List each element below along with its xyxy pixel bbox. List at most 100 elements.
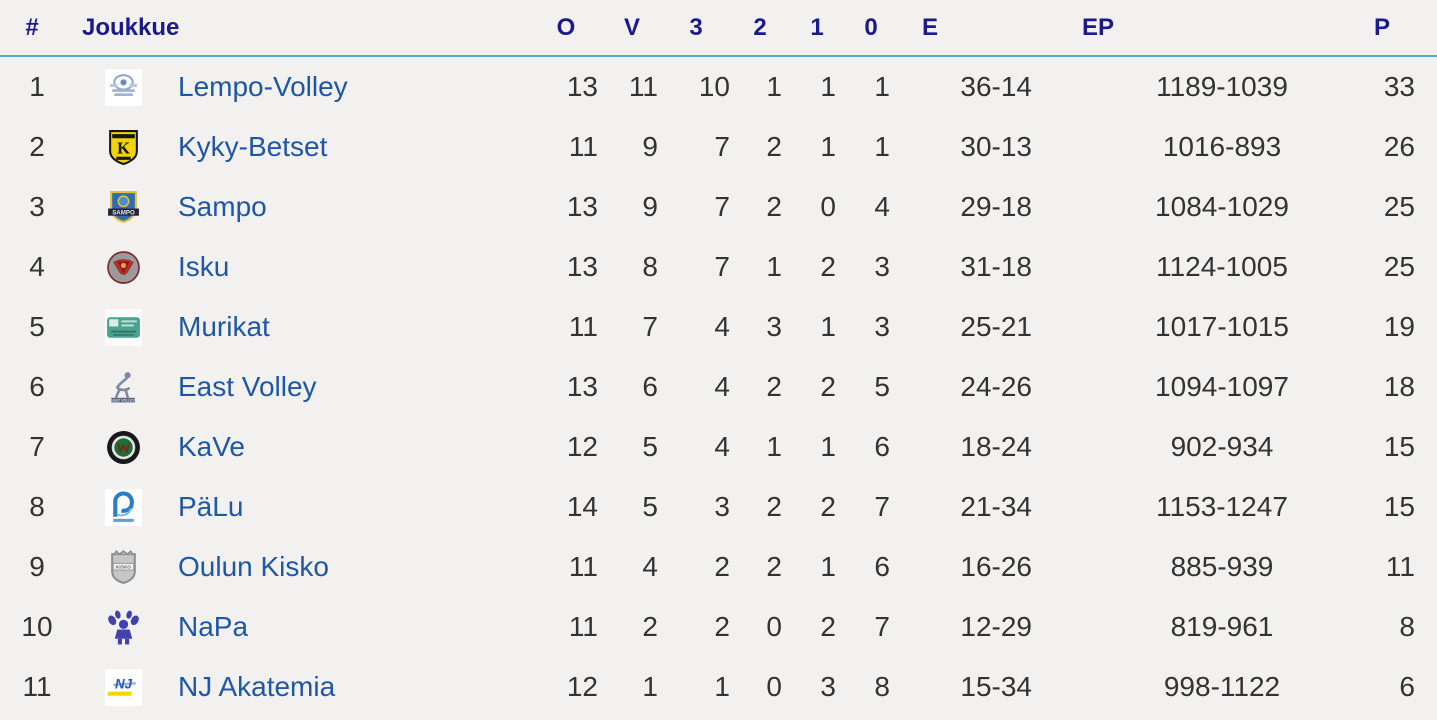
rank-cell: 1 [29,71,45,102]
kave-logo [62,429,160,466]
team-link[interactable]: NJ Akatemia [178,671,336,702]
set3-cell: 7 [714,251,730,282]
played-cell: 11 [568,311,598,342]
sets-cell: 31-18 [960,251,1032,282]
col-header-set0: 0 [864,13,878,41]
table-row: 3 SAMPO Sampo 13 9 7 2 0 4 29-18 1084-10… [0,177,1437,237]
set3-cell: 4 [714,311,730,342]
team-link[interactable]: NaPa [178,611,249,642]
col-header-team: Joukkue [82,13,180,41]
set2-cell: 1 [766,431,782,462]
team-link[interactable]: Sampo [178,191,267,222]
oulun-kisko-logo: KISKO [62,549,160,586]
played-cell: 11 [568,131,598,162]
set3-cell: 7 [714,191,730,222]
col-header-sets: E [921,13,939,41]
svg-text:EAST VOLLEY: EAST VOLLEY [111,398,135,402]
team-link[interactable]: Murikat [178,311,270,342]
col-header-rank: # [25,13,39,41]
balls-cell: 1016-893 [1162,131,1282,162]
team-name-cell: Lempo-Volley [160,71,532,103]
set1-cell: 2 [820,371,836,402]
played-cell: 14 [566,491,598,522]
set1-cell: 2 [820,491,836,522]
points-cell: 33 [1383,71,1415,102]
set2-cell: 2 [766,491,782,522]
balls-cell: 1084-1029 [1155,191,1289,222]
points-cell: 19 [1383,311,1415,342]
set0-cell: 6 [874,431,890,462]
sets-cell: 24-26 [960,371,1032,402]
balls-cell: 1124-1005 [1156,251,1288,282]
played-cell: 11 [568,611,598,642]
wins-cell: 7 [642,311,658,342]
set2-cell: 1 [766,71,782,102]
team-name-cell: Oulun Kisko [160,551,532,583]
wins-cell: 4 [642,551,658,582]
balls-cell: 1094-1097 [1155,371,1289,402]
balls-cell: 902-934 [1170,431,1274,462]
balls-cell: 819-961 [1170,611,1274,642]
set1-cell: 2 [820,611,836,642]
table-row: 8 PäLu 14 5 3 2 2 7 21-34 1153-1247 15 [0,477,1437,537]
balls-cell: 1017-1015 [1155,311,1289,342]
team-link[interactable]: Kyky-Betset [178,131,328,162]
set1-cell: 1 [820,431,836,462]
team-link[interactable]: Oulun Kisko [178,551,329,582]
sets-cell: 15-34 [960,671,1032,702]
set3-cell: 3 [714,491,730,522]
set2-cell: 2 [766,131,782,162]
team-link[interactable]: Isku [178,251,230,282]
team-link[interactable]: KaVe [178,431,245,462]
team-link[interactable]: East Volley [178,371,317,402]
lempo-volley-logo [62,68,160,106]
rank-cell: 10 [21,611,53,642]
table-row: 5 Murikat 11 7 4 3 1 3 25-21 1017-1015 1… [0,297,1437,357]
set1-cell: 3 [820,671,836,702]
set0-cell: 7 [874,491,890,522]
wins-cell: 9 [642,131,658,162]
sets-cell: 30-13 [960,131,1032,162]
balls-cell: 1189-1039 [1156,71,1288,102]
east-volley-logo: EAST VOLLEY [62,369,160,406]
wins-cell: 11 [628,71,658,102]
team-link[interactable]: PäLu [178,491,244,522]
wins-cell: 5 [642,491,658,522]
kyky-betset-logo: K [62,129,160,166]
set0-cell: 1 [874,71,890,102]
table-row: 4 Isku 13 8 7 1 2 3 31-18 1124-1005 25 [0,237,1437,297]
table-row: 10 NaPa 11 2 2 0 2 7 12-29 819-961 8 [0,597,1437,657]
table-header: # Joukkue O V 3 2 1 0 E EP P [0,0,1437,57]
played-cell: 13 [566,251,598,282]
team-name-cell: NJ Akatemia [160,671,532,703]
sets-cell: 36-14 [960,71,1032,102]
set0-cell: 3 [874,311,890,342]
rank-cell: 6 [29,371,45,402]
set0-cell: 8 [874,671,890,702]
balls-cell: 998-1122 [1163,671,1281,702]
points-cell: 6 [1399,671,1415,702]
played-cell: 12 [566,671,598,702]
napa-logo [62,609,160,646]
team-link[interactable]: Lempo-Volley [178,71,348,102]
murikat-logo [62,308,160,346]
set2-cell: 2 [766,371,782,402]
team-name-cell: Sampo [160,191,532,223]
team-name-cell: Murikat [160,311,532,343]
rank-cell: 8 [29,491,45,522]
set1-cell: 1 [820,71,836,102]
table-row: 9 KISKO Oulun Kisko 11 4 2 2 1 6 16-26 8… [0,537,1437,597]
balls-cell: 1153-1247 [1156,491,1288,522]
points-cell: 26 [1383,131,1415,162]
col-header-points: P [1373,13,1391,41]
sets-cell: 25-21 [960,311,1032,342]
palu-logo [62,488,160,526]
set2-cell: 1 [766,251,782,282]
wins-cell: 8 [642,251,658,282]
rank-cell: 9 [29,551,45,582]
sets-cell: 12-29 [960,611,1032,642]
table-row: 11 NJ NJ Akatemia 12 1 1 0 3 8 15-34 998… [0,657,1437,717]
team-name-cell: PäLu [160,491,532,523]
wins-cell: 6 [642,371,658,402]
